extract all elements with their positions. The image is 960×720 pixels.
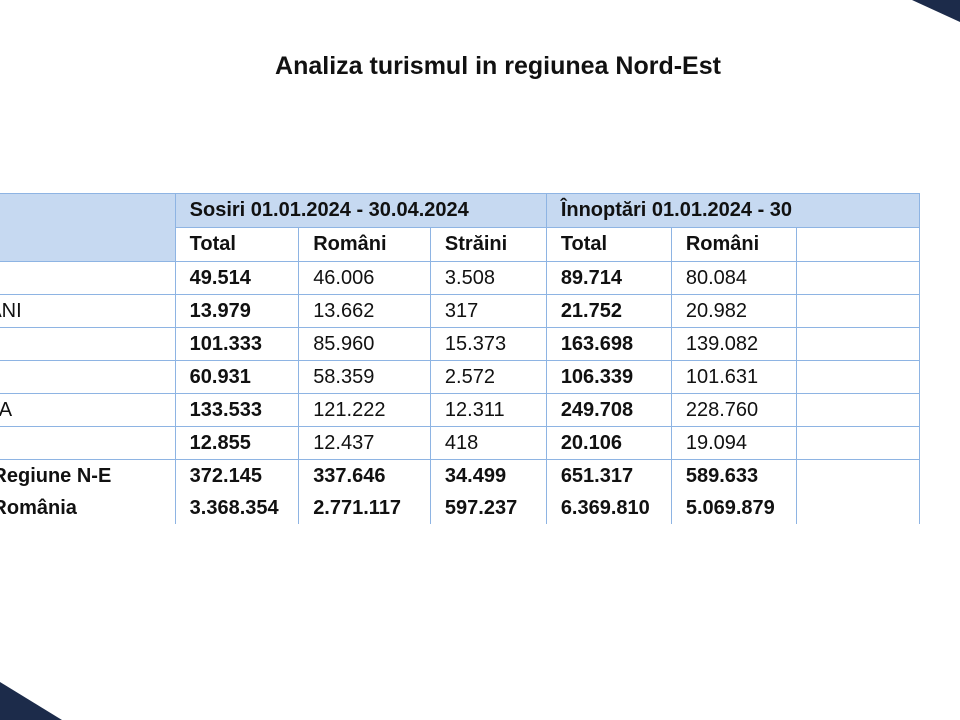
cell: 20.106 — [545, 426, 672, 460]
cell: 21.752 — [545, 294, 672, 328]
cell: 249.708 — [545, 393, 672, 427]
row-label: L România — [0, 492, 176, 524]
corner-shape — [912, 0, 960, 22]
row-label — [0, 327, 176, 361]
table-row: 101.333 85.960 15.373 163.698 139.082 — [0, 327, 921, 361]
cell: 133.533 — [174, 393, 300, 427]
cell: 58.359 — [298, 360, 431, 394]
cell: 101.631 — [670, 360, 797, 394]
cell: 15.373 — [429, 327, 547, 361]
cell: 139.082 — [670, 327, 797, 361]
cell — [795, 393, 921, 427]
cell: 13.662 — [298, 294, 431, 328]
table-row: L România3.368.3542.771.117597.2376.369.… — [0, 492, 921, 524]
cell: 3.368.354 — [174, 492, 300, 524]
cell: 89.714 — [545, 261, 672, 295]
cell: 13.979 — [174, 294, 300, 328]
row-label: UI — [0, 426, 176, 460]
cell: 34.499 — [429, 459, 547, 492]
column-header: Total — [545, 227, 672, 262]
header-row: eSosiri 01.01.2024 - 30.04.2024Înnoptări… — [0, 193, 921, 262]
cell: 20.982 — [670, 294, 797, 328]
group-header: Înnoptări 01.01.2024 - 30 — [545, 193, 921, 228]
column-header: Străini — [429, 227, 547, 262]
cell: 651.317 — [545, 459, 672, 492]
cell: 80.084 — [670, 261, 797, 295]
cell — [795, 426, 921, 460]
cell: 46.006 — [298, 261, 431, 295]
table: eSosiri 01.01.2024 - 30.04.2024Înnoptări… — [0, 193, 921, 524]
cell: 228.760 — [670, 393, 797, 427]
header-row: Total Români Străini Total Români — [0, 227, 921, 262]
group-header: Sosiri 01.01.2024 - 30.04.2024 — [174, 193, 547, 228]
cell: 372.145 — [174, 459, 300, 492]
row-label: U — [0, 261, 176, 295]
corner-shape — [0, 682, 62, 720]
cell: 12.311 — [429, 393, 547, 427]
title: Analiza turismul in regiunea Nord-Est — [275, 52, 721, 80]
cell: 2.771.117 — [298, 492, 431, 524]
column-header: Români — [670, 227, 797, 262]
row-label: L Regiune N-E — [0, 459, 176, 492]
row-label: Ţ — [0, 360, 176, 394]
cell: 85.960 — [298, 327, 431, 361]
cell: 317 — [429, 294, 547, 328]
column-header — [795, 227, 921, 262]
cell: 12.855 — [174, 426, 300, 460]
cell: 337.646 — [298, 459, 431, 492]
column-header: Total — [174, 227, 300, 262]
cell: 121.222 — [298, 393, 431, 427]
corner-header: e — [0, 193, 176, 262]
cell: 101.333 — [174, 327, 300, 361]
cell — [795, 327, 921, 361]
cell: 6.369.810 — [545, 492, 672, 524]
cell: 60.931 — [174, 360, 300, 394]
cell: 106.339 — [545, 360, 672, 394]
cell: 12.437 — [298, 426, 431, 460]
row-label: ȘANI — [0, 294, 176, 328]
cell — [795, 459, 921, 492]
cell: 49.514 — [174, 261, 300, 295]
table-container: eSosiri 01.01.2024 - 30.04.2024Înnoptări… — [0, 193, 960, 533]
table-row: L Regiune N-E372.145337.64634.499651.317… — [0, 459, 921, 492]
cell: 5.069.879 — [670, 492, 797, 524]
cell — [795, 261, 921, 295]
cell: 597.237 — [429, 492, 547, 524]
cell: 2.572 — [429, 360, 547, 394]
cell: 418 — [429, 426, 547, 460]
cell — [795, 360, 921, 394]
row-label: AVA — [0, 393, 176, 427]
cell: 589.633 — [670, 459, 797, 492]
cell — [795, 294, 921, 328]
cell — [795, 492, 921, 524]
cell: 19.094 — [670, 426, 797, 460]
column-header: Români — [298, 227, 431, 262]
cell: 163.698 — [545, 327, 672, 361]
cell: 3.508 — [429, 261, 547, 295]
